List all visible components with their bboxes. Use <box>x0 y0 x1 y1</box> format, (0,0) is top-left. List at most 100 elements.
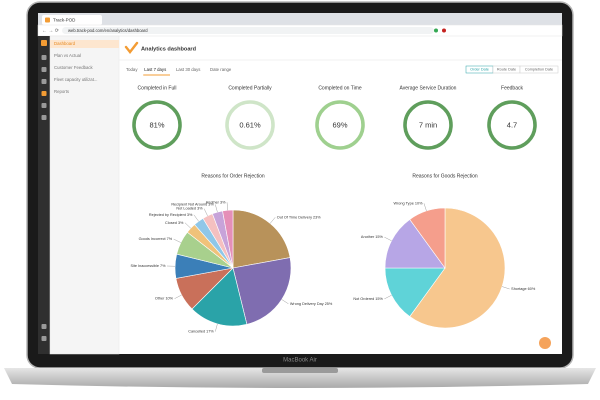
kpi-value: 81% <box>149 120 164 129</box>
kpi-title: Average Service Duration <box>400 85 457 91</box>
slice-label: Another 3% <box>206 200 226 204</box>
kpi-value: 4.7 <box>507 120 517 129</box>
pie-slice <box>384 219 446 269</box>
kpi-value: 0.61% <box>239 120 261 129</box>
slice-label: Site Inaccessible 7% <box>130 264 166 268</box>
slice-label: Shortage 60% <box>511 287 536 291</box>
menu-item[interactable]: Dashboard <box>54 41 76 46</box>
leader-line <box>215 204 218 213</box>
leader-line <box>269 217 276 224</box>
rail-icons <box>41 55 47 341</box>
period-tab[interactable]: Today <box>126 67 138 72</box>
slice-value: 10% <box>415 201 423 205</box>
kpi-ring <box>225 100 275 150</box>
slice-value: 25% <box>325 302 333 306</box>
kpi-ring <box>403 100 453 150</box>
date-button <box>519 65 559 74</box>
date-button-label[interactable]: Completion Date <box>525 68 553 72</box>
address-bar[interactable] <box>62 27 434 34</box>
slice-category: Wrong Type <box>393 201 413 205</box>
slice-value: 3% <box>178 221 184 225</box>
extension-icon[interactable] <box>434 28 438 33</box>
slice-value: 7% <box>160 264 166 268</box>
slice-value: 3% <box>187 213 193 217</box>
laptop-base <box>4 368 596 388</box>
slice-category: Goods Incorrect <box>139 237 167 241</box>
leader-line <box>384 236 392 241</box>
period-tab[interactable]: Last 7 days <box>144 67 166 72</box>
slice-category: Wrong Delivery Day <box>290 302 324 306</box>
leader-line <box>281 299 289 305</box>
slice-label: Wrong Delivery Day 25% <box>290 302 333 306</box>
favicon <box>45 17 50 23</box>
logo-check <box>124 41 139 54</box>
slice-label: Wrong Type 10% <box>393 201 423 205</box>
kpi-ring <box>132 100 182 150</box>
menu-item[interactable]: Reports <box>54 89 69 94</box>
slice-category: Shortage <box>511 287 526 291</box>
pie-slice <box>232 209 291 269</box>
kpi-title: Completed on Time <box>318 85 362 91</box>
slice-category: Another <box>361 235 375 239</box>
leader-line <box>384 295 392 300</box>
slice-category: Cancelled <box>188 330 205 334</box>
pie-slice <box>384 267 446 317</box>
kpi-title: Completed in Full <box>138 85 177 91</box>
period-tab[interactable]: Last 30 days <box>176 67 200 72</box>
period-tab[interactable]: Date range <box>210 67 232 72</box>
leader-line <box>203 208 208 216</box>
leader-line <box>184 222 191 229</box>
slice-value: 10% <box>165 297 173 301</box>
browser-tab[interactable] <box>42 15 102 25</box>
kpi-ring <box>315 100 365 150</box>
slice-category: Not Ordered <box>353 297 374 301</box>
kpi-title: Feedback <box>501 85 523 91</box>
slice-value: 15% <box>375 297 383 301</box>
date-button-label[interactable]: Order Date <box>470 68 489 72</box>
slice-value: 23% <box>313 215 321 219</box>
slice-value: 60% <box>528 287 536 291</box>
leader-line <box>173 238 181 243</box>
menu-item[interactable]: Fleet capacity utilizat... <box>54 77 97 82</box>
device-label: MacBook Air <box>283 358 317 364</box>
tab-bar <box>38 13 562 25</box>
extension-icon[interactable] <box>442 28 446 33</box>
slice-label: Closed 3% <box>165 221 184 225</box>
slice-label: Other 10% <box>155 297 174 301</box>
notch <box>262 368 338 373</box>
page-title: Analytics dashboard <box>141 46 197 52</box>
tab-title: Track-POD <box>53 17 76 22</box>
pie-slice <box>409 207 446 269</box>
leader-line <box>423 203 427 211</box>
slice-label: Not Ordered 15% <box>353 297 383 301</box>
kpi-title: Completed Partially <box>228 85 272 91</box>
menu-item[interactable]: Plan vs Actual <box>54 53 81 58</box>
menu-panel <box>49 35 120 355</box>
slice-value: 7% <box>167 237 173 241</box>
slice-value: 3% <box>208 202 214 206</box>
slice-value: 17% <box>206 330 214 334</box>
slice-label: Goods Incorrect 7% <box>139 237 173 241</box>
slice-label: Another 15% <box>361 235 384 239</box>
chat-button[interactable] <box>539 337 551 349</box>
slice-category: Out Of Time Delivery <box>277 215 312 219</box>
slice-category: Rejected by Recipient <box>149 213 187 217</box>
date-button-label[interactable]: Route Date <box>497 68 516 72</box>
chart-title: Reasons for Goods Rejection <box>412 173 478 179</box>
slice-label: Recipient Not Around 3% <box>171 202 214 206</box>
leader-line <box>215 323 218 332</box>
kpi-value: 69% <box>332 120 347 129</box>
slice-value: 3% <box>197 207 203 211</box>
menu-item[interactable]: Customer Feedback <box>54 65 94 70</box>
menu-active <box>50 40 119 48</box>
leader-line <box>502 286 510 290</box>
slice-category: Other <box>155 297 165 301</box>
slice-category: Not Loaded <box>176 207 196 211</box>
leader-line <box>193 214 199 222</box>
nav-buttons[interactable]: ← → ⟳ <box>42 28 60 34</box>
slice-label: Out Of Time Delivery 23% <box>277 215 322 219</box>
slice-label: Not Loaded 3% <box>176 207 203 211</box>
leader-line <box>226 202 228 211</box>
slice-value: 15% <box>375 235 383 239</box>
